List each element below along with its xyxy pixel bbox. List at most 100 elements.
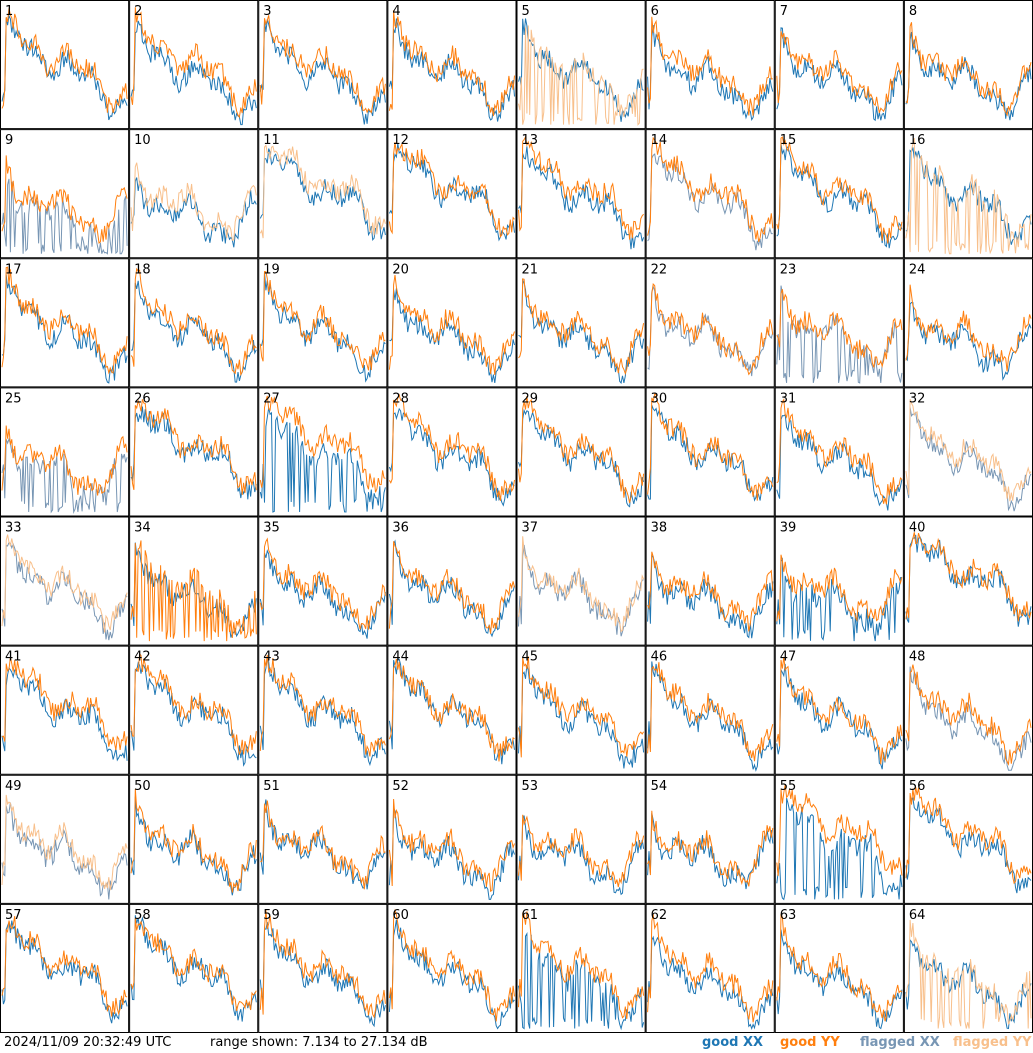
panel-2: 2 — [129, 0, 259, 130]
panel-label: 13 — [522, 133, 539, 148]
series-xx-flagged — [905, 407, 1032, 512]
series-yy-good — [905, 284, 1032, 372]
footer-bar: 2024/11/09 20:32:49 UTC range shown: 7.1… — [0, 1033, 1033, 1053]
panel-23: 23 — [774, 258, 904, 388]
panel-56: 56 — [903, 774, 1033, 904]
panel-label: 4 — [392, 4, 400, 19]
panel-label: 41 — [5, 650, 22, 665]
panel-label: 6 — [651, 4, 659, 19]
panel-64: 64 — [903, 903, 1033, 1033]
series-yy-good — [1, 8, 128, 114]
series-yy-good — [388, 798, 515, 893]
panel-36: 36 — [387, 516, 517, 646]
series-xx-good — [260, 271, 386, 383]
series-yy-flagged — [1, 534, 128, 633]
panel-28: 28 — [387, 387, 517, 517]
series-yy-good — [388, 541, 515, 634]
panel-label: 60 — [392, 908, 409, 923]
series-xx-good — [518, 146, 645, 250]
panel-label: 3 — [263, 4, 271, 19]
series-xx-good — [647, 24, 774, 121]
panel-frame — [516, 774, 646, 904]
panel-label: 31 — [780, 391, 797, 406]
panel-59: 59 — [258, 903, 388, 1033]
panel-label: 27 — [263, 391, 280, 406]
panel-label: 53 — [522, 779, 539, 794]
series-yy-good — [388, 908, 515, 1022]
series-yy-good — [130, 267, 257, 377]
series-xx-good — [259, 148, 386, 241]
series-yy-good — [647, 662, 774, 762]
series-yy-good — [1, 916, 128, 1017]
series-yy-good — [1, 266, 128, 375]
panel-label: 8 — [909, 4, 917, 19]
series-yy-good — [905, 787, 1032, 885]
series-yy-good — [776, 31, 903, 114]
series-yy-good — [647, 136, 774, 243]
series-yy-good — [259, 537, 386, 630]
panel-44: 44 — [387, 645, 517, 775]
series-yy-good — [130, 540, 257, 642]
series-yy-good — [388, 142, 515, 238]
series-yy-good — [388, 275, 515, 376]
panel-60: 60 — [387, 903, 517, 1033]
panel-frame — [645, 903, 775, 1033]
panel-37: 37 — [516, 516, 646, 646]
series-yy-good — [259, 15, 386, 114]
panel-label: 50 — [134, 779, 151, 794]
series-xx-good — [647, 935, 774, 1031]
series-yy-good — [776, 656, 903, 765]
panel-frame — [645, 387, 775, 517]
series-yy-good — [388, 658, 515, 762]
panel-29: 29 — [516, 387, 646, 517]
series-yy-good — [647, 551, 774, 632]
panel-frame — [129, 129, 259, 259]
panel-label: 42 — [134, 650, 151, 665]
panel-label: 46 — [651, 650, 668, 665]
series-xx-good — [905, 31, 1032, 121]
panel-24: 24 — [903, 258, 1033, 388]
panel-43: 43 — [258, 645, 388, 775]
panel-26: 26 — [129, 387, 259, 517]
panel-53: 53 — [516, 774, 646, 904]
panel-label: 24 — [909, 262, 926, 277]
panel-55: 55 — [774, 774, 904, 904]
series-yy-good — [518, 278, 645, 376]
panel-label: 58 — [134, 908, 151, 923]
series-yy-good — [260, 800, 386, 890]
panel-label: 49 — [5, 779, 22, 794]
panel-frame — [903, 0, 1033, 130]
series-xx-good — [130, 280, 257, 383]
panel-frame — [774, 0, 904, 130]
panel-frame — [0, 774, 130, 904]
series-yy-good — [1, 425, 128, 496]
panel-label: 57 — [5, 908, 22, 923]
series-xx-flagged — [1, 178, 128, 255]
panel-51: 51 — [258, 774, 388, 904]
panel-label: 26 — [134, 391, 151, 406]
panel-label: 32 — [909, 391, 926, 406]
panel-46: 46 — [645, 645, 775, 775]
series-yy-flagged — [518, 536, 645, 633]
series-yy-good — [259, 654, 386, 757]
series-yy-good — [518, 395, 645, 504]
series-yy-good — [518, 911, 645, 1020]
series-yy-flagged — [905, 919, 1032, 1029]
panel-label: 5 — [522, 4, 530, 19]
series-xx-good — [776, 413, 903, 511]
series-xx-good — [1, 667, 128, 762]
panel-3: 3 — [258, 0, 388, 130]
series-yy-good — [130, 788, 257, 893]
panel-label: 39 — [780, 521, 797, 536]
range-label: range shown: 7.134 to 27.134 dB — [210, 1035, 428, 1050]
panel-40: 40 — [903, 516, 1033, 646]
series-yy-good — [647, 283, 774, 376]
series-xx-good — [905, 301, 1032, 381]
panel-21: 21 — [516, 258, 646, 388]
panel-frame — [129, 387, 259, 517]
panel-20: 20 — [387, 258, 517, 388]
panel-63: 63 — [774, 903, 904, 1033]
panel-frame — [129, 903, 259, 1033]
panel-label: 2 — [134, 4, 142, 19]
panel-35: 35 — [258, 516, 388, 646]
